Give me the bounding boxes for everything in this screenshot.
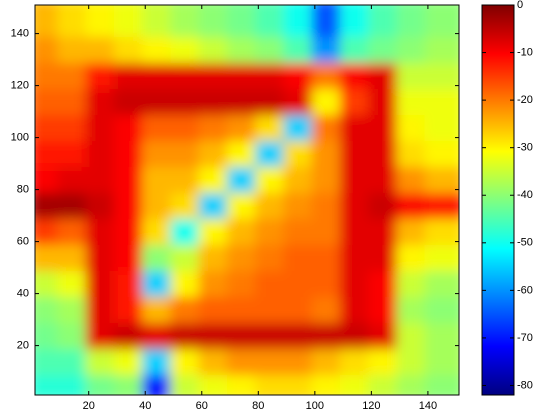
heat-cell xyxy=(424,5,459,37)
x-tick-label: 120 xyxy=(362,400,380,412)
colorbar-tick-label: -60 xyxy=(517,284,533,296)
colorbar-tick-label: -40 xyxy=(517,189,533,201)
y-tick-label: 80 xyxy=(17,184,29,196)
x-tick-label: 100 xyxy=(306,400,324,412)
y-tick-label: 20 xyxy=(17,340,29,352)
colorbar-tick-label: -70 xyxy=(517,332,533,344)
y-tick-label: 100 xyxy=(11,132,29,144)
y-tick-label: 40 xyxy=(17,288,29,300)
colorbar xyxy=(481,4,515,396)
y-tick-label: 140 xyxy=(11,28,29,40)
x-tick-label: 20 xyxy=(83,400,95,412)
x-tick-label: 40 xyxy=(139,400,151,412)
colorbar-tick-label: -20 xyxy=(517,94,533,106)
colorbar-tick-label: -30 xyxy=(517,142,533,154)
x-tick-label: 80 xyxy=(252,400,264,412)
cells xyxy=(35,5,459,395)
plot-frame xyxy=(34,4,460,396)
heatmap xyxy=(35,5,459,395)
colorbar-tick-label: -80 xyxy=(517,379,533,391)
colorbar-tick-label: -50 xyxy=(517,237,533,249)
x-tick-label: 140 xyxy=(419,400,437,412)
colorbar-tick-label: -10 xyxy=(517,46,533,58)
x-tick-label: 60 xyxy=(196,400,208,412)
y-tick-label: 60 xyxy=(17,236,29,248)
y-tick-label: 120 xyxy=(11,80,29,92)
colorbar-tick-label: 0 xyxy=(517,0,523,11)
